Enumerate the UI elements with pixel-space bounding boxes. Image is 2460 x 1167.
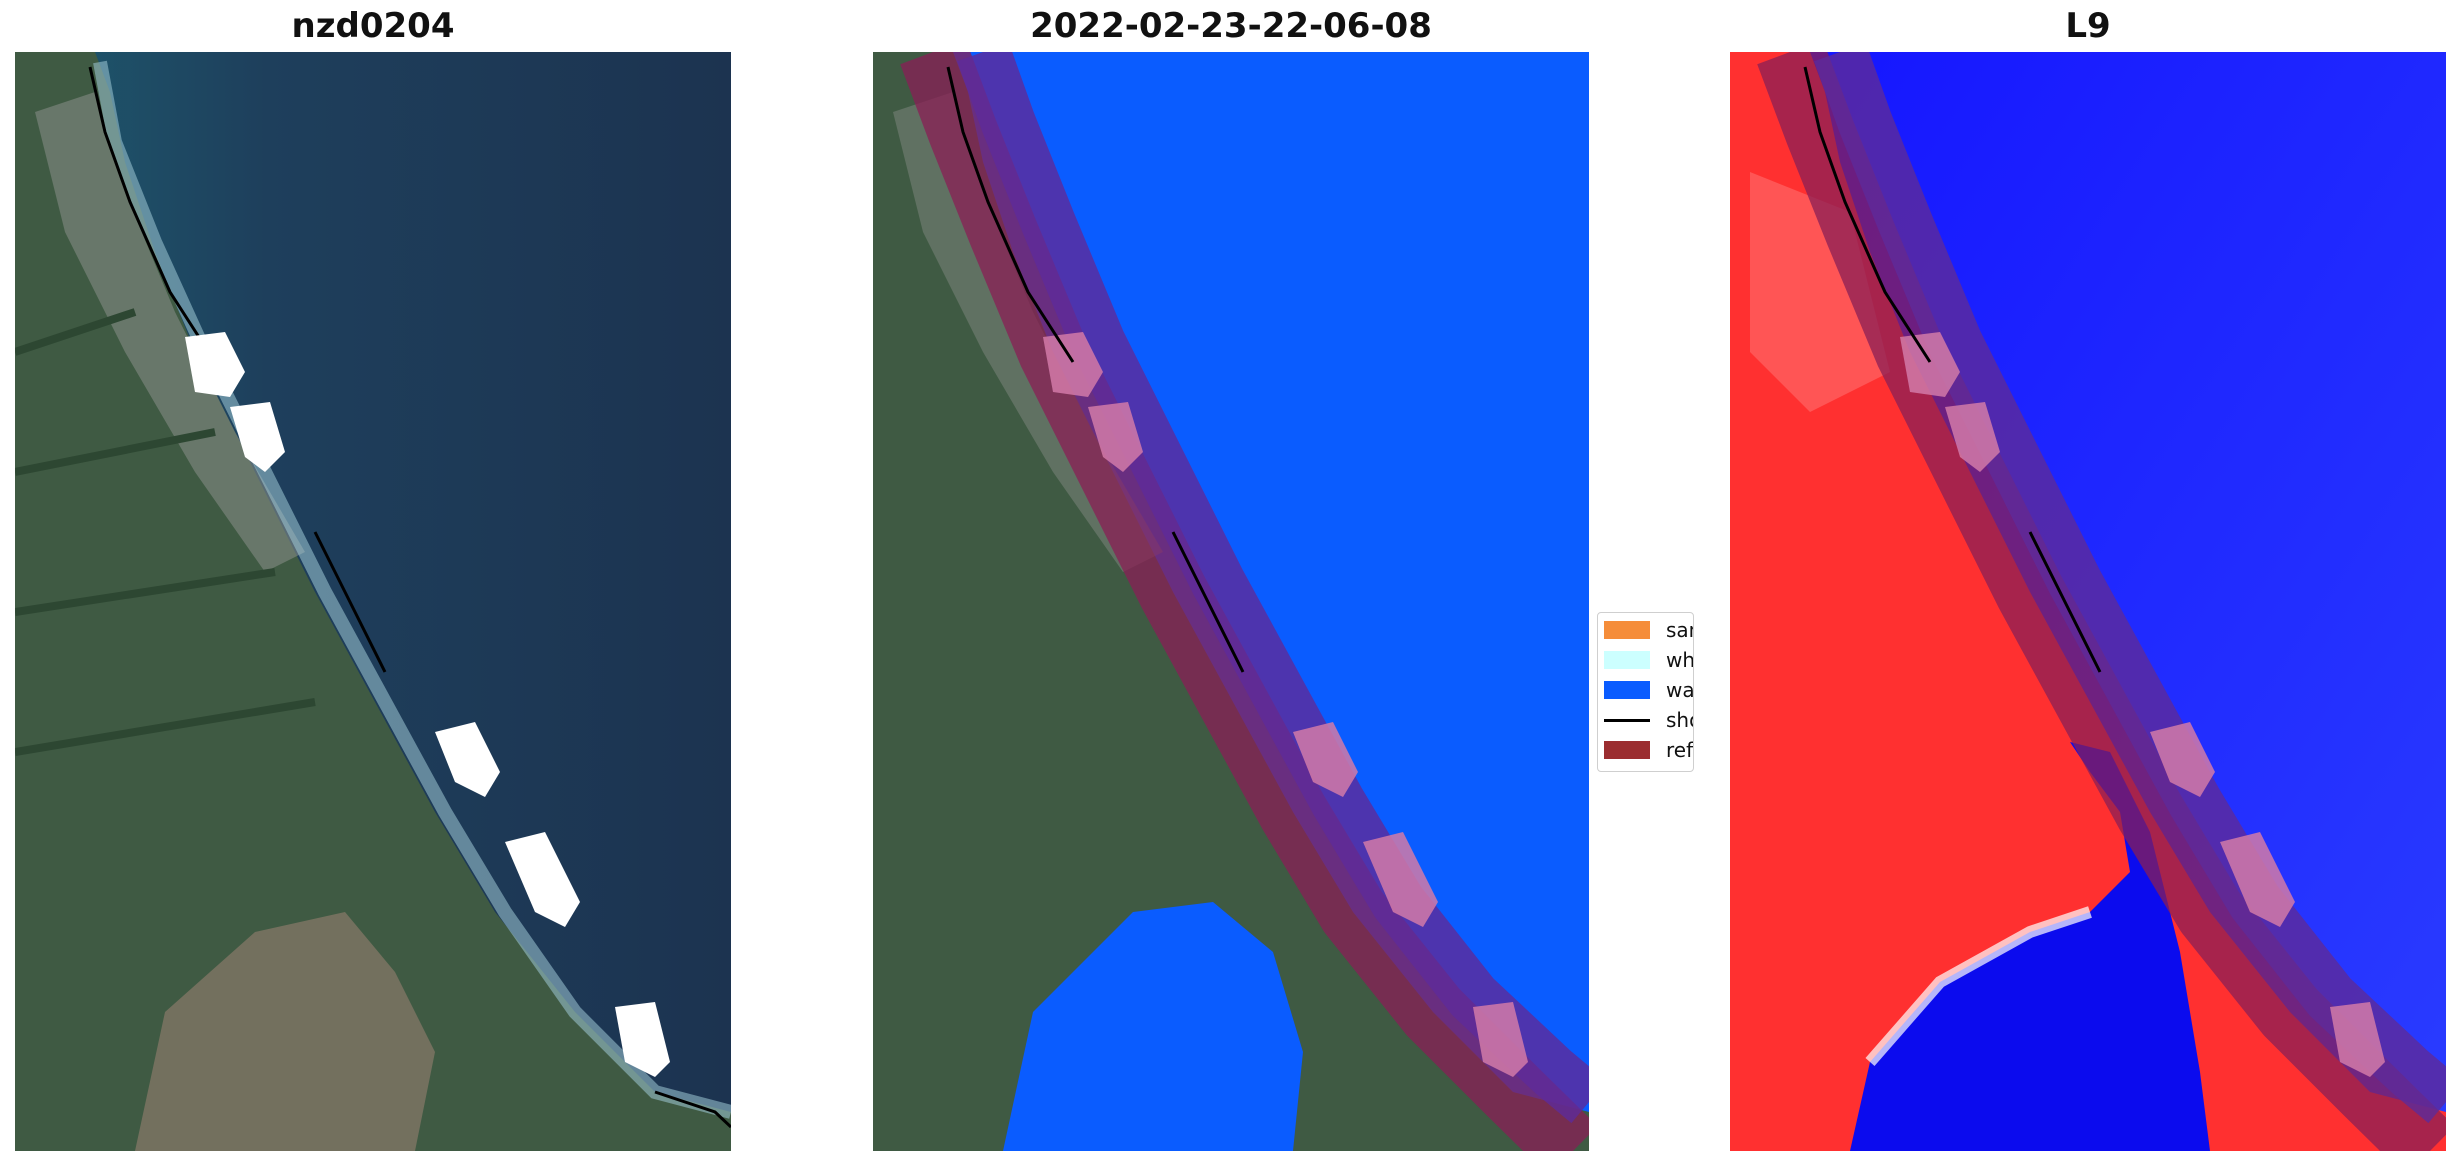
legend-item-sand: sand bbox=[1604, 616, 1693, 644]
cloud-mask bbox=[1473, 1002, 1528, 1077]
legend-item-reference-buffer: reference shoreline buffer bbox=[1604, 736, 1694, 764]
detected-shoreline bbox=[88, 66, 387, 673]
legend-label-water: water bbox=[1666, 678, 1694, 702]
cloud-mask bbox=[1363, 832, 1438, 927]
panel-title-index: L9 bbox=[2065, 6, 2111, 46]
detected-shoreline bbox=[1803, 66, 2102, 673]
reference-shoreline-buffer bbox=[1757, 52, 2446, 1151]
legend-item-shoreline: shoreline bbox=[1604, 706, 1693, 734]
panel-title-classified: 2022-02-23-22-06-08 bbox=[1030, 6, 1432, 46]
estuary-water bbox=[1003, 902, 1303, 1151]
cloud-mask bbox=[1043, 332, 1103, 397]
legend-item-water: water bbox=[1604, 676, 1694, 704]
field-patterns bbox=[15, 308, 316, 756]
classified-image bbox=[873, 52, 1589, 1151]
classified-image-panel bbox=[873, 52, 1589, 1151]
cloud-mask bbox=[1945, 402, 2000, 472]
legend-label-whitewater: whitewater bbox=[1666, 648, 1694, 672]
legend-swatch-sand bbox=[1604, 621, 1650, 639]
cloud-mask bbox=[435, 722, 500, 797]
cloud-mask bbox=[505, 832, 580, 927]
index-image bbox=[1730, 52, 2446, 1151]
rgb-satellite-image bbox=[15, 52, 731, 1151]
legend-label-shoreline: shoreline bbox=[1666, 708, 1693, 732]
index-image-panel bbox=[1730, 52, 2446, 1151]
reference-shoreline-buffer bbox=[900, 52, 1589, 1151]
cloud-mask bbox=[1900, 332, 1960, 397]
land-index-area bbox=[1730, 52, 2446, 1151]
cloud-mask bbox=[2330, 1002, 2385, 1077]
legend-swatch-water bbox=[1604, 681, 1650, 699]
cloud-mask bbox=[1293, 722, 1358, 797]
urban-strip bbox=[35, 92, 305, 572]
legend-item-whitewater: whitewater bbox=[1604, 646, 1694, 674]
cloud-mask bbox=[615, 1002, 670, 1077]
detected-shoreline bbox=[946, 66, 1245, 673]
detected-shoreline bbox=[654, 1090, 731, 1129]
cloud-mask bbox=[230, 402, 285, 472]
rgb-image-panel bbox=[15, 52, 731, 1151]
estuary-edge bbox=[1865, 906, 2092, 1066]
legend-label-reference-buffer: reference shoreline buffer bbox=[1666, 738, 1694, 762]
cloud-mask bbox=[185, 332, 245, 397]
cloud-mask bbox=[2150, 722, 2215, 797]
legend: sand whitewater water shoreline referenc… bbox=[1597, 612, 1694, 772]
legend-swatch-whitewater bbox=[1604, 651, 1650, 669]
legend-swatch-reference-buffer bbox=[1604, 741, 1650, 759]
surf-zone bbox=[93, 60, 731, 1119]
estuary-water-index bbox=[1850, 742, 2210, 1151]
cloud-mask bbox=[1088, 402, 1143, 472]
cloud-mask bbox=[2220, 832, 2295, 927]
land-area bbox=[15, 52, 731, 1151]
land-area bbox=[873, 52, 1589, 1151]
legend-swatch-shoreline bbox=[1604, 719, 1650, 722]
panel-title-rgb: nzd0204 bbox=[291, 6, 455, 46]
estuary-flats bbox=[135, 912, 435, 1151]
legend-label-sand: sand bbox=[1666, 618, 1693, 642]
